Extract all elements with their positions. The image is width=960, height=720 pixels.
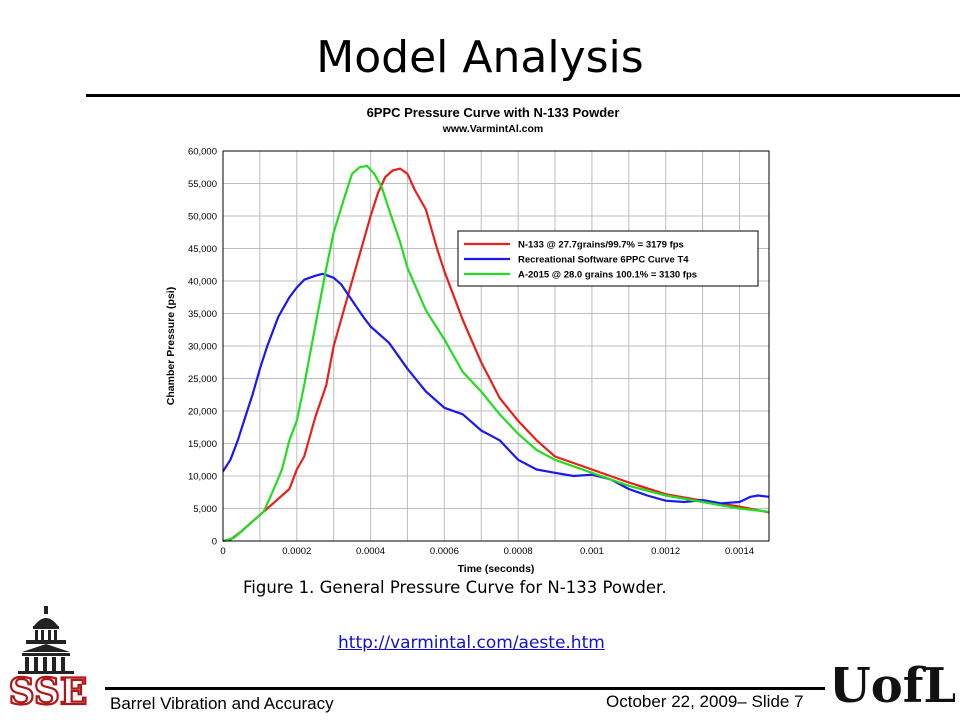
x-tick-label: 0.0004 xyxy=(356,546,385,557)
series-line-2 xyxy=(222,272,770,505)
series-lines xyxy=(222,164,770,543)
grid xyxy=(223,150,769,542)
y-tick-label: 40,000 xyxy=(188,277,217,288)
legend-label: Recreational Software 6PPC Curve T4 xyxy=(518,255,689,266)
y-tick-label: 55,000 xyxy=(188,179,217,190)
title-divider xyxy=(86,94,960,97)
footer-divider xyxy=(105,687,825,690)
y-tick-label: 5,000 xyxy=(193,504,217,515)
y-tick-label: 20,000 xyxy=(188,407,217,418)
x-axis-label: Time (seconds) xyxy=(458,563,535,575)
y-tick-label: 35,000 xyxy=(188,309,217,320)
sse-logo-text: SSE xyxy=(9,671,88,710)
uofl-logo: UofL xyxy=(835,658,955,714)
sse-logo: SSE xyxy=(8,606,88,710)
y-tick-label: 50,000 xyxy=(188,212,217,223)
slide-title: Model Analysis xyxy=(316,32,644,83)
y-tick-label: 10,000 xyxy=(188,472,217,483)
legend: N-133 @ 27.7grains/99.7% = 3179 fps Recre… xyxy=(457,230,759,287)
legend-label: A-2015 @ 28.0 grains 100.1% = 3130 fps xyxy=(518,270,697,281)
x-tick-label: 0.001 xyxy=(580,546,604,557)
y-tick-label: 25,000 xyxy=(188,374,217,385)
x-tick-labels: 0 0.0002 0.0004 0.0006 0.0008 0.001 0.0012 0.00… xyxy=(220,546,754,557)
plot-frame xyxy=(222,150,770,542)
x-tick-label: 0.0006 xyxy=(430,546,459,557)
legend-label: N-133 @ 27.7grains/99.7% = 3179 fps xyxy=(518,240,684,251)
uofl-logo-text: UofL xyxy=(835,658,955,714)
y-axis-label: Chamber Pressure (psi) xyxy=(165,287,177,405)
y-tick-label: 30,000 xyxy=(188,342,217,353)
chart-title: 6PPC Pressure Curve with N-133 Powder xyxy=(367,105,620,120)
footer-right: October 22, 2009– Slide 7 xyxy=(606,692,804,711)
x-tick-label: 0.0002 xyxy=(282,546,311,557)
x-tick-label: 0.0008 xyxy=(504,546,533,557)
y-tick-label: 45,000 xyxy=(188,244,217,255)
y-tick-label: 0 xyxy=(212,537,217,548)
y-tick-label: 15,000 xyxy=(188,439,217,450)
y-tick-labels: 0 5,000 10,000 15,000 20,000 25,000 30,000 35,0… xyxy=(188,147,217,548)
series-line-1 xyxy=(222,167,770,543)
figure-caption: Figure 1. General Pressure Curve for N-1… xyxy=(243,578,667,597)
pressure-chart: 6PPC Pressure Curve with N-133 Powder ww… xyxy=(165,105,770,575)
x-tick-label: 0 xyxy=(220,546,225,557)
footer-left: Barrel Vibration and Accuracy xyxy=(110,694,334,713)
reference-link[interactable]: http://varmintal.com/aeste.htm xyxy=(338,633,605,653)
series-line-3 xyxy=(222,164,770,543)
x-tick-label: 0.0014 xyxy=(725,546,754,557)
y-tick-label: 60,000 xyxy=(188,147,217,158)
x-tick-label: 0.0012 xyxy=(651,546,680,557)
chart-subtitle: www.VarmintAl.com xyxy=(442,123,544,135)
